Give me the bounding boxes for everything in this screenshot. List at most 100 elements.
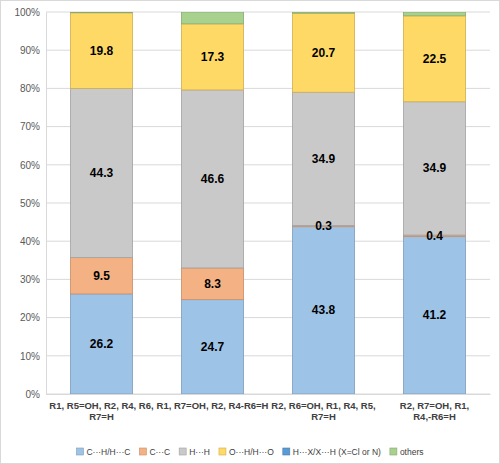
data-label: 19.8 [90,44,114,58]
chart: 0% 10% 20% 30% 40% 50% 60% 70% 80% 90% 100% R1, R5=… [0,0,500,464]
x-axis-line [47,394,491,395]
bar-segment [70,294,132,394]
data-label: 0.4 [426,229,443,243]
data-label: 0.3 [315,219,332,233]
bar-segment [403,16,465,102]
y-tick: 40% [20,236,46,247]
y-tick-label: 30% [20,274,40,285]
y-tick: 50% [20,198,46,209]
data-label: 41.2 [423,308,447,322]
chart-border [1,1,500,464]
y-tick-label: 60% [20,160,40,171]
x-axis: R1, R5=OH, R2, R4, R6,R7=H R1, R7=OH, R2,… [47,394,491,422]
bar-segment [70,88,132,257]
bar-segment [292,12,354,13]
legend-swatch [283,448,290,455]
y-tick-label: 0% [26,389,41,400]
data-label: 22.5 [423,52,447,66]
x-tick-label: R2, R7=OH, R1,R4,-R6=H [400,400,469,422]
x-tick-label-line: R4,-R6=H [413,411,456,422]
data-label: 9.5 [93,269,110,283]
y-tick: 100% [14,7,46,18]
x-tick: R2, R6=OH, R1, R4, R5,R7=H [271,394,375,422]
bar-segment [292,13,354,92]
y-tick: 30% [20,274,46,285]
y-axis: 0% 10% 20% 30% 40% 50% 60% 70% 80% 90% 100% [14,7,46,400]
series-labels: 9.5 8.3 0.3 0.4 [93,219,443,291]
bar-segment [181,12,243,24]
y-tick-label: 40% [20,236,40,247]
bar-segment [403,237,465,394]
legend-label: H···X/X···H (X=Cl or N) [293,447,381,457]
y-tick: 70% [20,121,46,132]
legend-item: H···X/X···H (X=Cl or N) [283,447,381,457]
x-tick-label-line: R2, R6=OH, R1, R4, R5, [271,400,375,411]
legend-item: C···H/H···C [76,447,130,457]
y-tick: 0% [26,389,46,400]
legend-item: O···H/H···O [219,447,274,457]
legend-label: others [400,447,424,457]
legend-item: H···H [179,447,210,457]
data-label: 26.2 [90,337,114,351]
data-label: 20.7 [312,46,336,60]
legend-swatch [139,448,146,455]
bar-segment [292,227,354,394]
legend-label: H···H [189,447,210,457]
bar-segment [403,12,465,16]
legend-swatch [219,448,226,455]
data-label: 34.9 [312,152,336,166]
legend-label: C···C [149,447,170,457]
data-label: 8.3 [204,277,221,291]
y-tick: 60% [20,160,46,171]
y-tick-label: 90% [20,45,40,56]
series-bars [70,12,465,24]
data-label: 24.7 [201,340,225,354]
y-tick-label: 100% [14,7,40,18]
series-labels: 19.8 17.3 20.7 22.5 [90,44,447,66]
data-label: 17.3 [201,50,225,64]
bar-segment [292,92,354,225]
bar-segment [181,300,243,394]
x-tick-label-line: R7=H [89,411,114,422]
y-tick-label: 20% [20,312,40,323]
y-tick-label: 50% [20,198,40,209]
bar-segment [70,12,132,13]
y-axis-line [46,13,47,395]
y-tick: 80% [20,83,46,94]
legend-item: others [390,447,424,457]
x-tick-label-line: R1, R7=OH, R2, R4-R6=H [157,400,269,411]
bar-segment [292,13,354,14]
x-tick: R1, R5=OH, R2, R4, R6,R7=H [49,394,153,422]
x-tick: R2, R7=OH, R1,R4,-R6=H [400,394,469,422]
y-tick: 20% [20,312,46,323]
data-label: 43.8 [312,303,336,317]
data-label: 34.9 [423,161,447,175]
y-tick-label: 10% [20,351,40,362]
x-tick: R1, R7=OH, R2, R4-R6=H [157,394,269,411]
x-tick-label-line: R2, R7=OH, R1, [400,400,469,411]
series-bars [70,88,465,268]
data-labels: 26.2 24.7 43.8 41.2 9.5 8.3 0.3 0.4 44.3 46.6 34.9… [90,44,447,354]
legend-swatch [390,448,397,455]
y-tick-label: 70% [20,121,40,132]
legend: C···H/H···C C···C H···H O···H/H···O H···X/X·… [76,447,423,457]
data-label: 46.6 [201,172,225,186]
bar-segment [181,268,243,300]
x-tick-label: R1, R7=OH, R2, R4-R6=H [157,400,269,411]
bar-segment [70,258,132,294]
y-tick: 90% [20,45,46,56]
x-tick-label: R2, R6=OH, R1, R4, R5,R7=H [271,400,375,422]
legend-swatch [76,448,83,455]
series-labels: 44.3 46.6 34.9 34.9 [90,152,447,186]
legend-item: C···C [139,447,170,457]
bar-segment [181,90,243,268]
bar-segment [70,13,132,89]
legend-label: O···H/H···O [229,447,274,457]
x-tick-label: R1, R5=OH, R2, R4, R6,R7=H [49,400,153,422]
series-labels: 26.2 24.7 43.8 41.2 [90,303,447,353]
data-label: 44.3 [90,166,114,180]
legend-label: C···H/H···C [86,447,130,457]
x-tick-label-line: R7=H [311,411,336,422]
legend-swatch [179,448,186,455]
grid [46,12,490,394]
